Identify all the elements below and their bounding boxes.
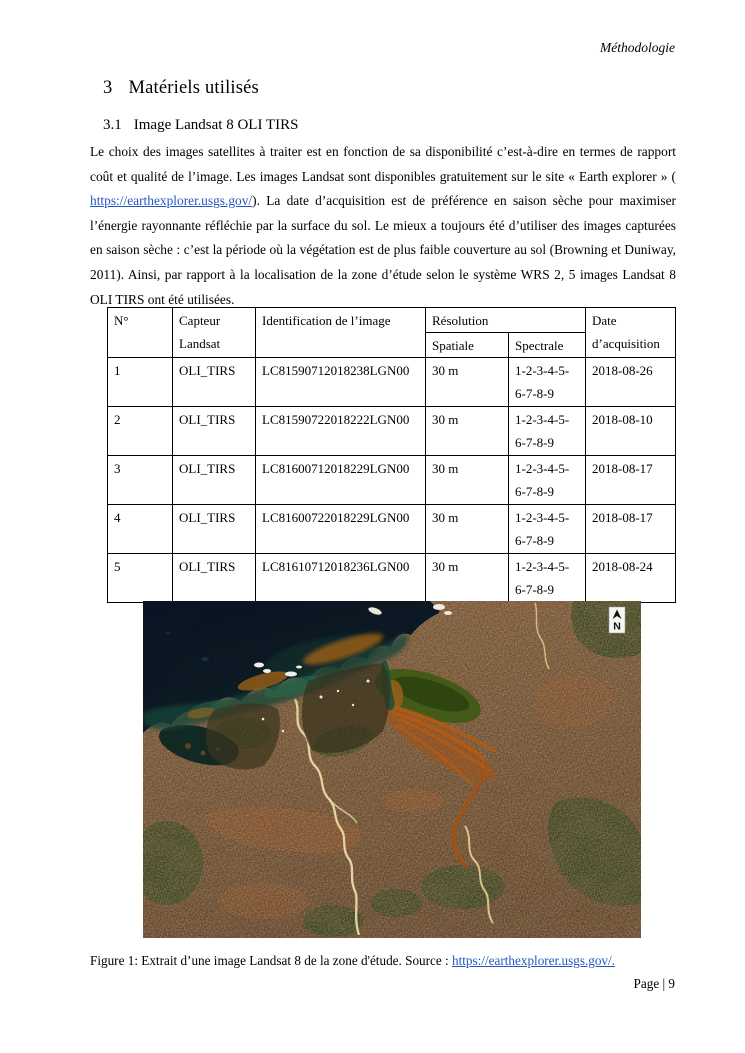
north-label: N (613, 621, 621, 633)
spectrale-line1: 1-2-3-4-5- (515, 559, 570, 574)
cell-spectrale: 1-2-3-4-5- 6-7-8-9 (508, 455, 586, 505)
paragraph-text-after-link: ). La date d’acquisition est de préféren… (90, 193, 676, 307)
subsection-heading: 3.1 Image Landsat 8 OLI TIRS (103, 117, 298, 134)
cell-date: 2018-08-17 (585, 504, 676, 554)
column-header-date: Date d’acquisition (585, 307, 676, 358)
figure-caption: Figure 1: Extrait d’une image Landsat 8 … (90, 949, 676, 973)
cell-capteur: OLI_TIRS (172, 406, 256, 456)
spectrale-line2: 6-7-8-9 (515, 386, 554, 401)
cell-date: 2018-08-10 (585, 406, 676, 456)
landsat-images-table: N° Capteur Landsat Identification de l’i… (107, 307, 676, 603)
subsection-title: Image Landsat 8 OLI TIRS (133, 117, 299, 133)
north-arrow-icon: N (608, 606, 626, 634)
cell-identification: LC81590722018222LGN00 (255, 406, 426, 456)
column-header-spectrale: Spectrale (508, 332, 586, 358)
cell-spatiale: 30 m (425, 504, 509, 554)
table-row: 3 OLI_TIRS LC81600712018229LGN00 30 m 1-… (107, 455, 676, 505)
cell-num: 4 (107, 504, 173, 554)
cell-capteur: OLI_TIRS (172, 357, 256, 407)
table-row: 5 OLI_TIRS LC81610712018236LGN00 30 m 1-… (107, 553, 676, 603)
section-number: 3 (103, 78, 113, 98)
subsection-number: 3.1 (103, 117, 122, 133)
page-number: Page | 9 (633, 976, 675, 991)
cell-spatiale: 30 m (425, 406, 509, 456)
table-subheader-row: Spatiale Spectrale (108, 332, 676, 358)
cell-identification: LC81610712018236LGN00 (255, 553, 426, 603)
spectrale-line2: 6-7-8-9 (515, 533, 554, 548)
ocean-scene-edge (143, 601, 203, 701)
cell-capteur: OLI_TIRS (172, 553, 256, 603)
paragraph-text-before-link: Le choix des images satellites à traiter… (90, 144, 676, 184)
cell-spectrale: 1-2-3-4-5- 6-7-8-9 (508, 553, 586, 603)
body-paragraph: Le choix des images satellites à traiter… (90, 140, 676, 312)
cell-spectrale: 1-2-3-4-5- 6-7-8-9 (508, 357, 586, 407)
column-header-identification: Identification de l’image (255, 307, 426, 358)
cell-num: 5 (107, 553, 173, 603)
spectrale-line1: 1-2-3-4-5- (515, 363, 570, 378)
cell-date: 2018-08-26 (585, 357, 676, 407)
caption-text: Figure 1: Extrait d’une image Landsat 8 … (90, 953, 452, 968)
cell-spatiale: 30 m (425, 357, 509, 407)
spectrale-line1: 1-2-3-4-5- (515, 461, 570, 476)
cell-num: 1 (107, 357, 173, 407)
cell-date: 2018-08-17 (585, 455, 676, 505)
table-header-row: N° Capteur Landsat Identification de l’i… (107, 307, 676, 358)
cell-num: 3 (107, 455, 173, 505)
section-title: Matériels utilisés (128, 78, 259, 98)
table-row: 2 OLI_TIRS LC81590722018222LGN00 30 m 1-… (107, 406, 676, 456)
running-header: Méthodologie (600, 40, 675, 55)
spectrale-line2: 6-7-8-9 (515, 435, 554, 450)
column-header-spatiale: Spatiale (425, 332, 509, 358)
cell-num: 2 (107, 406, 173, 456)
table-row: 1 OLI_TIRS LC81590712018238LGN00 30 m 1-… (107, 357, 676, 407)
landsat-satellite-image: N (143, 601, 641, 938)
cell-identification: LC81600712018229LGN00 (255, 455, 426, 505)
cell-capteur: OLI_TIRS (172, 504, 256, 554)
cell-capteur: OLI_TIRS (172, 455, 256, 505)
spectrale-line2: 6-7-8-9 (515, 484, 554, 499)
cell-spectrale: 1-2-3-4-5- 6-7-8-9 (508, 406, 586, 456)
cell-identification: LC81600722018229LGN00 (255, 504, 426, 554)
cell-date: 2018-08-24 (585, 553, 676, 603)
cell-spatiale: 30 m (425, 553, 509, 603)
cell-spectrale: 1-2-3-4-5- 6-7-8-9 (508, 504, 586, 554)
cell-spatiale: 30 m (425, 455, 509, 505)
river-delta (375, 669, 498, 869)
caption-source-link[interactable]: https://earthexplorer.usgs.gov/. (452, 953, 615, 968)
spectrale-line1: 1-2-3-4-5- (515, 510, 570, 525)
winding-rivers (293, 602, 550, 936)
spectrale-line2: 6-7-8-9 (515, 582, 554, 597)
clouds (254, 604, 452, 677)
column-header-resolution: Résolution (425, 307, 586, 333)
spectrale-line1: 1-2-3-4-5- (515, 412, 570, 427)
column-header-num: N° (107, 307, 173, 358)
table-row: 4 OLI_TIRS LC81600722018229LGN00 30 m 1-… (107, 504, 676, 554)
cell-identification: LC81590712018238LGN00 (255, 357, 426, 407)
coastal-headlands (205, 663, 390, 770)
section-heading: 3 Matériels utilisés (103, 78, 259, 99)
earthexplorer-link[interactable]: https://earthexplorer.usgs.gov/ (90, 193, 253, 209)
column-header-capteur: Capteur Landsat (172, 307, 256, 358)
